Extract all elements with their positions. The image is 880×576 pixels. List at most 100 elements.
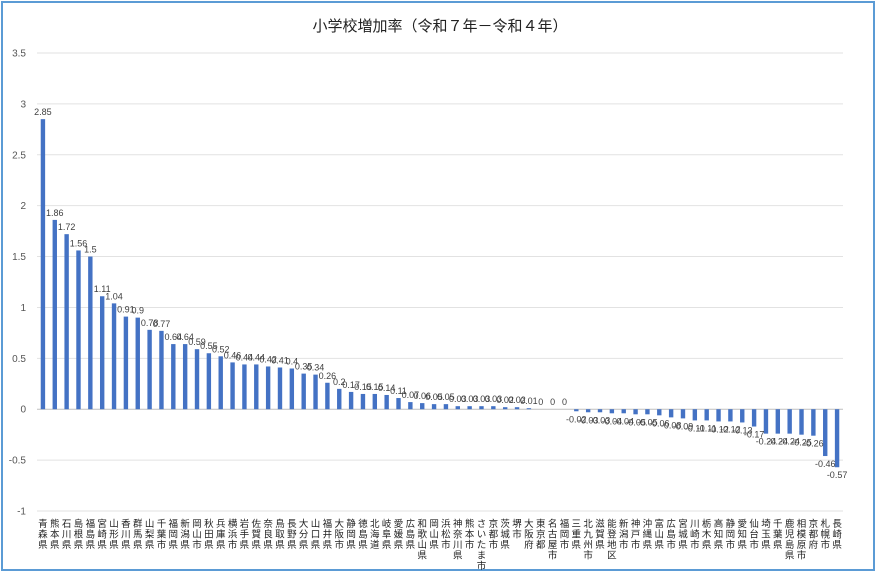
x-category-char: 市 bbox=[666, 539, 676, 551]
x-category-label: 福井県 bbox=[323, 518, 333, 551]
x-category-label: 大阪市 bbox=[334, 518, 344, 551]
x-category-label: 滋賀県 bbox=[595, 518, 605, 551]
bars bbox=[40, 119, 840, 468]
x-category-label: 福島県 bbox=[86, 518, 96, 551]
x-category-char: 都 bbox=[809, 530, 819, 541]
bar bbox=[325, 382, 330, 410]
x-category-char: 良 bbox=[263, 529, 273, 541]
x-category-char: 市 bbox=[192, 539, 202, 551]
bar bbox=[799, 409, 804, 435]
bar bbox=[408, 402, 413, 410]
bar bbox=[111, 303, 117, 410]
x-category-char: 県 bbox=[572, 540, 582, 551]
y-tick-label: 2 bbox=[20, 201, 26, 212]
x-category-char: 田 bbox=[204, 530, 214, 541]
data-label: -0.46 bbox=[815, 459, 836, 469]
data-label: 0.64 bbox=[176, 332, 194, 342]
x-category-label: 栃木県 bbox=[702, 518, 712, 551]
y-tick-label: -0.5 bbox=[9, 456, 27, 467]
x-category-label: 仙台市 bbox=[749, 518, 759, 551]
x-category-label: 堺市 bbox=[512, 518, 522, 541]
x-category-char: 福 bbox=[560, 518, 570, 530]
data-label: 0.34 bbox=[307, 363, 325, 373]
data-label: 0.03 bbox=[485, 394, 503, 404]
bar bbox=[443, 404, 449, 410]
x-category-char: 梨 bbox=[145, 529, 155, 541]
x-category-char: 沖 bbox=[643, 518, 653, 530]
x-category-char: 島 bbox=[74, 518, 84, 530]
data-label: -0.03 bbox=[578, 415, 599, 425]
x-category-label: 宮城県 bbox=[678, 518, 688, 551]
data-label: 0.44 bbox=[248, 352, 266, 362]
x-category-char: 県 bbox=[500, 540, 510, 551]
x-category-label: 新潟市 bbox=[619, 518, 629, 551]
bar bbox=[467, 406, 472, 410]
y-tick-label: 0.5 bbox=[12, 354, 26, 365]
x-category-label: 大分県 bbox=[299, 518, 309, 551]
x-category-char: 長 bbox=[287, 519, 297, 530]
x-category-char: 市 bbox=[619, 539, 629, 551]
bar bbox=[64, 234, 69, 410]
y-tick-label: 1 bbox=[20, 303, 26, 314]
x-category-char: 市 bbox=[690, 539, 700, 551]
x-category-char: 県 bbox=[263, 540, 273, 551]
x-category-char: 東 bbox=[536, 518, 546, 530]
x-category-label: 福岡県 bbox=[169, 518, 179, 551]
x-category-char: 知 bbox=[737, 529, 747, 541]
x-category-char: 賀 bbox=[252, 529, 262, 541]
x-category-char: 県 bbox=[50, 540, 60, 551]
x-category-char: 県 bbox=[133, 540, 143, 551]
y-tick-label: 3.5 bbox=[12, 49, 26, 60]
x-category-label: 福岡市 bbox=[560, 518, 570, 551]
bar bbox=[372, 393, 378, 410]
x-category-char: 島 bbox=[86, 529, 96, 541]
data-label: -0.04 bbox=[602, 416, 623, 426]
x-category-label: 岩手県 bbox=[240, 518, 250, 551]
data-label: -0.24 bbox=[756, 437, 777, 447]
y-tick-label: 3 bbox=[20, 99, 26, 110]
data-label: 2.85 bbox=[34, 107, 52, 117]
bar bbox=[88, 256, 93, 410]
x-category-char: 松 bbox=[441, 529, 451, 541]
x-category-char: 岐 bbox=[382, 518, 392, 530]
bar bbox=[265, 366, 271, 410]
bar bbox=[455, 406, 460, 410]
data-label: -0.12 bbox=[720, 424, 741, 434]
x-category-char: ま bbox=[477, 551, 487, 562]
x-category-char: 県 bbox=[358, 540, 368, 551]
bar bbox=[431, 404, 437, 410]
x-category-char: 市 bbox=[441, 539, 451, 551]
x-category-label: 岡山市 bbox=[192, 519, 202, 551]
x-category-char: 県 bbox=[145, 540, 155, 551]
x-category-label: 愛知県 bbox=[737, 518, 747, 551]
x-category-label: 千葉県 bbox=[773, 519, 783, 551]
x-category-char: 県 bbox=[62, 540, 72, 551]
data-label: 0.17 bbox=[342, 380, 360, 390]
x-category-char: 仙 bbox=[749, 518, 759, 530]
x-category-char: 埼 bbox=[761, 518, 771, 530]
bar bbox=[585, 409, 591, 413]
x-category-char: 山 bbox=[655, 530, 665, 541]
data-label: 0.05 bbox=[425, 392, 443, 402]
x-category-char: 新 bbox=[180, 518, 190, 530]
x-category-char: 岩 bbox=[240, 518, 250, 530]
data-label: 0.06 bbox=[413, 391, 431, 401]
data-label: 0.03 bbox=[461, 394, 479, 404]
x-category-char: 広 bbox=[666, 518, 676, 530]
data-label: -0.13 bbox=[732, 425, 753, 435]
bar bbox=[52, 219, 57, 410]
bar bbox=[277, 367, 283, 410]
bar bbox=[621, 409, 626, 414]
data-label: 0 bbox=[562, 397, 567, 407]
x-category-char: 阪 bbox=[524, 530, 534, 541]
x-category-char: 阪 bbox=[334, 530, 344, 541]
data-label: -0.02 bbox=[566, 414, 587, 424]
data-label: 1.11 bbox=[94, 284, 111, 294]
bar bbox=[123, 316, 129, 410]
data-label: 1.56 bbox=[70, 238, 88, 248]
x-category-label: 札幌市 bbox=[820, 518, 830, 551]
x-category-char: 福 bbox=[169, 518, 179, 530]
y-axis: -1 -0.5 0 0.5 1 1.5 2 2.5 3 3.5 bbox=[9, 49, 27, 518]
